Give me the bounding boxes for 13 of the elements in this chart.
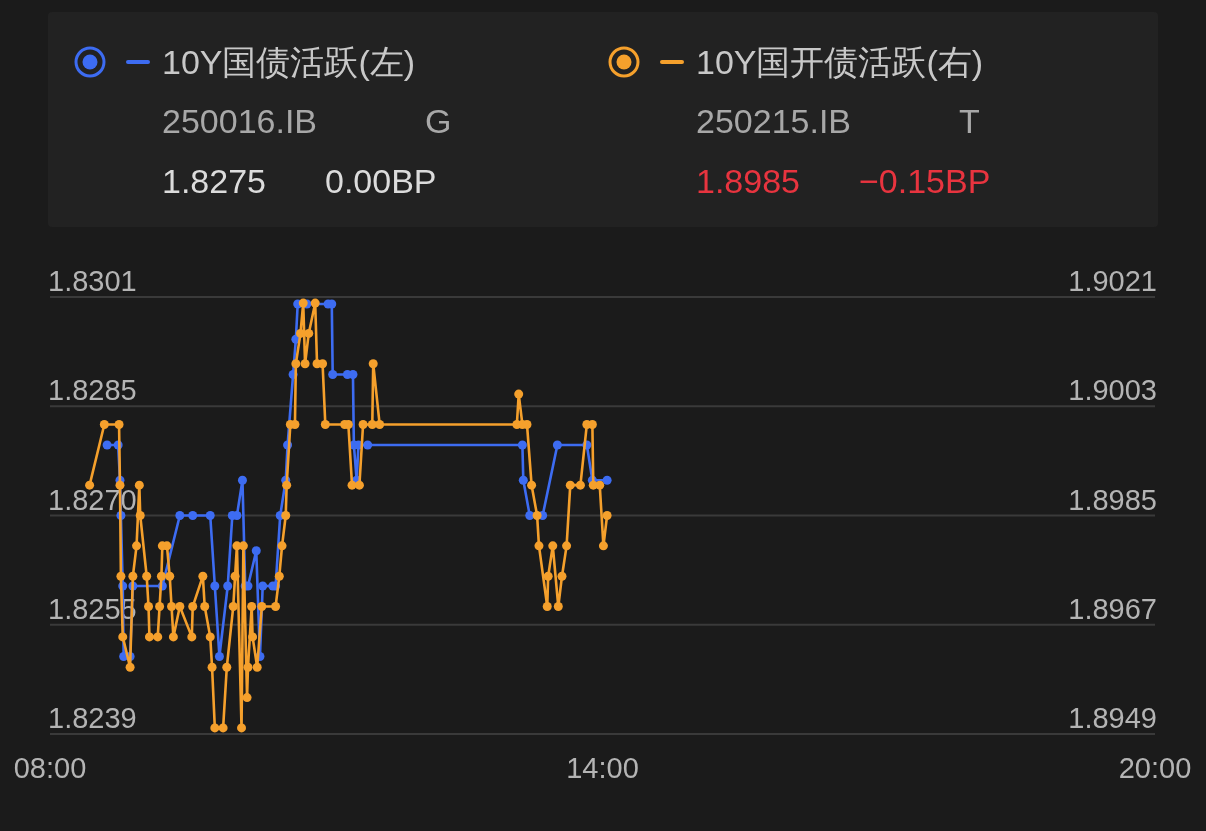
y2-tick-label: 1.9003 (1068, 374, 1157, 407)
y2-tick-label: 1.9021 (1068, 265, 1157, 297)
y-tick-label: 1.8239 (48, 702, 137, 734)
y2-tick-label: 1.8985 (1068, 483, 1157, 516)
y-tick-label: 1.8301 (48, 265, 137, 297)
y2-tick-label: 1.8967 (1068, 592, 1157, 625)
y2-tick-label: 1.8949 (1068, 702, 1157, 734)
x-tick-label: 20:00 (1118, 752, 1192, 784)
y-tick-label: 1.8285 (48, 374, 137, 407)
legend-label: 10Y国开债活跃(右) (696, 43, 984, 81)
x-tick-label: 14:00 (566, 752, 639, 784)
legend-label: 10Y国债活跃(左) (162, 43, 416, 81)
x-tick-label: 08:00 (13, 752, 87, 784)
